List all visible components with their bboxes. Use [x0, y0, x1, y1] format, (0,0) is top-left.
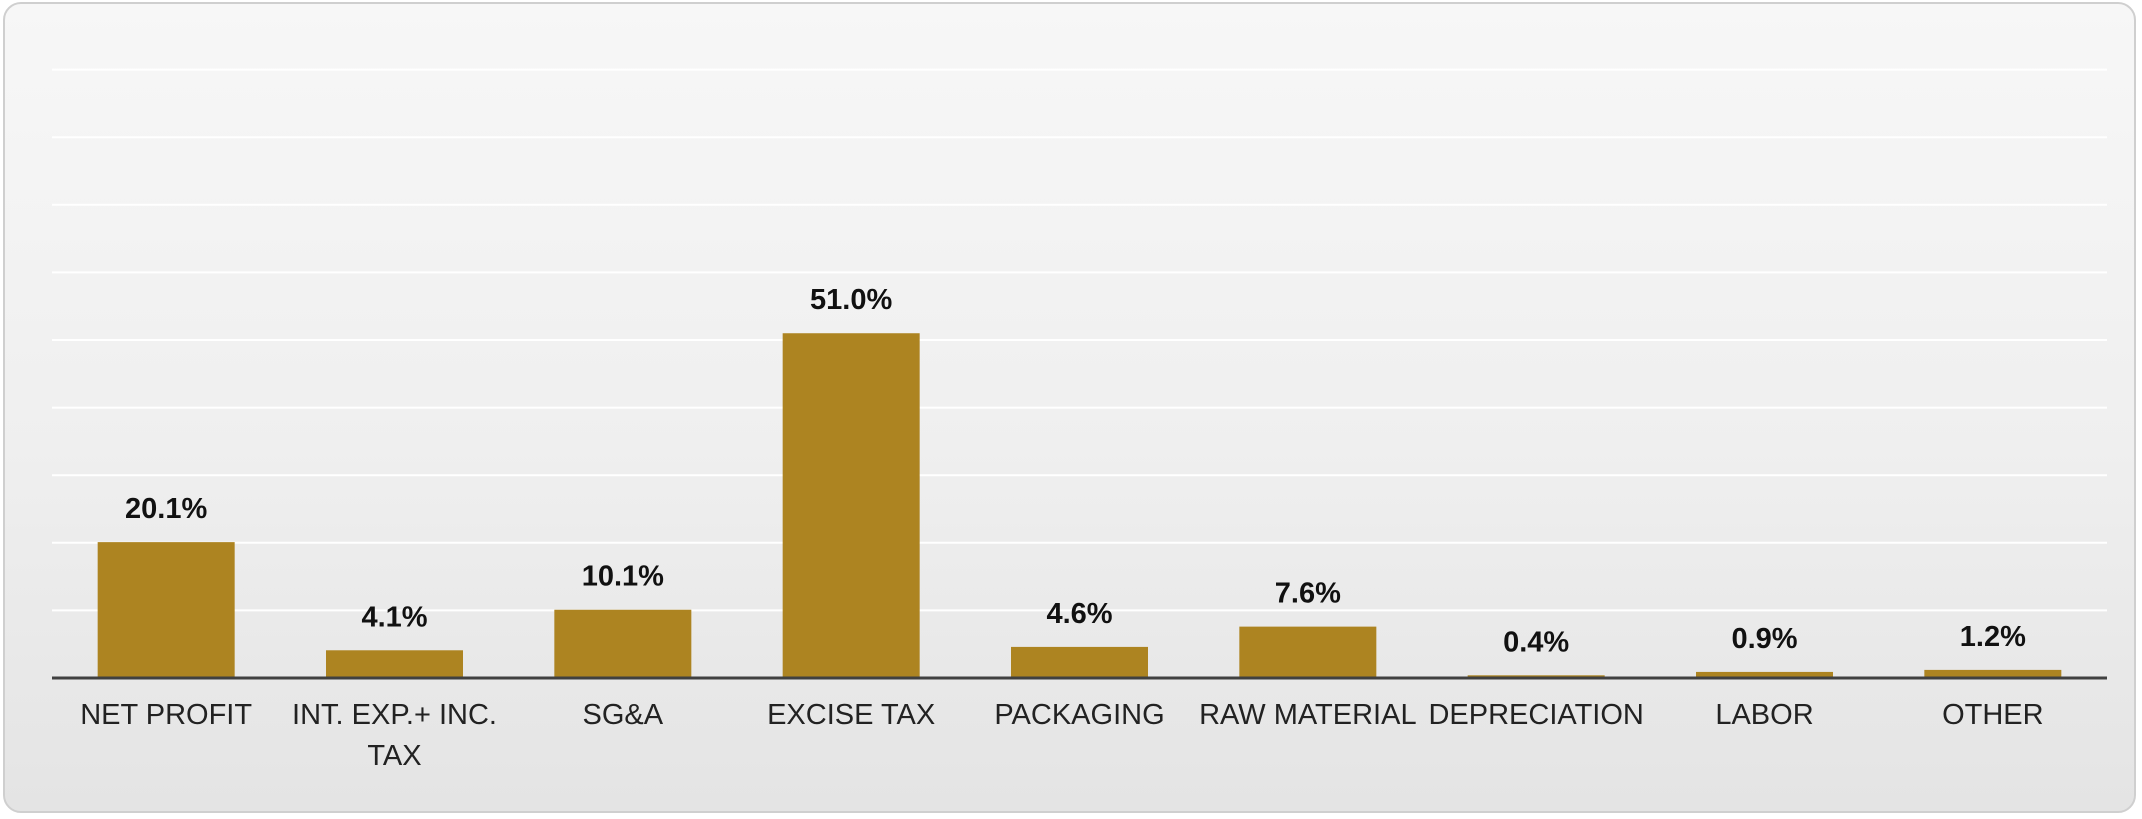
data-label: 4.1%	[361, 601, 427, 633]
bar	[1924, 669, 2062, 678]
category-label: PACKAGING	[994, 699, 1164, 731]
gridlines	[52, 68, 2107, 612]
bar	[1011, 646, 1148, 678]
category-label: DEPRECIATION	[1428, 699, 1643, 731]
data-label: 10.1%	[582, 561, 664, 593]
bar	[554, 609, 692, 678]
data-label: 7.6%	[1275, 578, 1341, 610]
category-labels: NET PROFIT INT. EXP.+ INC. TAX SG&A EXCISE T…	[80, 699, 2043, 772]
data-label: 20.1%	[125, 493, 207, 525]
category-label: EXCISE TAX	[767, 699, 935, 731]
bar	[326, 650, 463, 678]
category-label: SG&A	[583, 699, 664, 731]
category-label: RAW MATERIAL	[1199, 699, 1417, 731]
category-label: LABOR	[1715, 699, 1813, 731]
bar	[1239, 626, 1377, 678]
data-label: 4.6%	[1046, 598, 1112, 630]
bars	[97, 333, 2062, 678]
data-label: 0.9%	[1731, 623, 1797, 655]
bar	[97, 542, 235, 678]
data-label: 1.2%	[1960, 621, 2026, 653]
category-label: INT. EXP.+ INC. TAX	[292, 699, 497, 772]
category-label: NET PROFIT	[80, 699, 252, 731]
data-label: 51.0%	[810, 284, 892, 316]
data-labels: 20.1% 4.1% 10.1% 51.0% 4.6% 7.6% 0.4% 0.9% 1.2%	[125, 284, 2026, 658]
category-label: OTHER	[1942, 699, 2044, 731]
chart-frame: 20.1% 4.1% 10.1% 51.0% 4.6% 7.6% 0.4% 0.9% 1.2% …	[3, 2, 2136, 813]
bar	[1696, 671, 1833, 678]
bar	[782, 333, 920, 678]
bar-chart: 20.1%4.1%10.1%51.0%4.6%7.6%0.4% 0.9% 1.2% …	[52, 68, 2107, 772]
data-label: 0.4%	[1503, 626, 1569, 658]
